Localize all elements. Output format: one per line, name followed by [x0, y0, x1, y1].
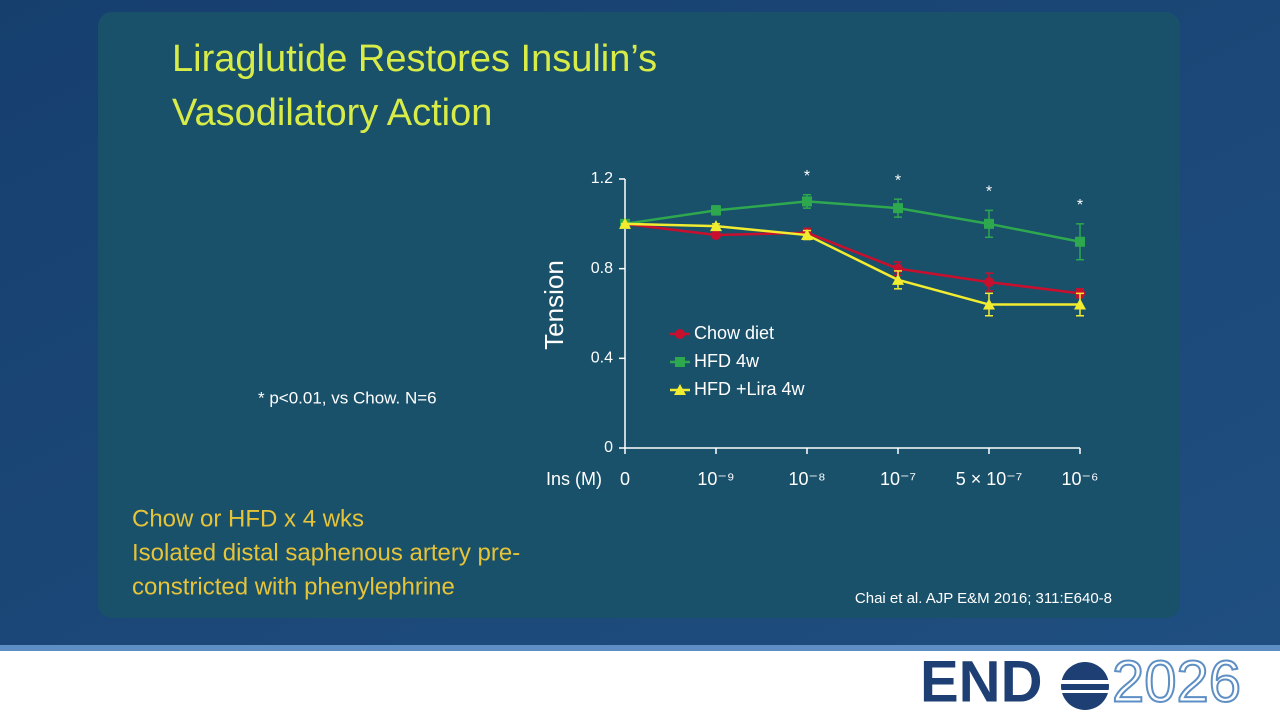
legend-label: HFD +Lira 4w: [694, 379, 806, 399]
marker: [675, 329, 685, 339]
title-line: Liraglutide Restores Insulin’s: [172, 38, 657, 80]
footnote: * p<0.01, vs Chow. N=6: [258, 388, 437, 407]
x-tick-label: 5 × 10⁻⁷: [956, 469, 1023, 489]
marker: [711, 230, 721, 241]
panel: [98, 12, 1180, 618]
x-axis-label: Ins (M): [546, 469, 602, 489]
marker: [802, 196, 812, 207]
marker: [801, 229, 813, 241]
marker: [984, 277, 994, 288]
marker: [892, 273, 904, 285]
legend-label: Chow diet: [694, 323, 774, 343]
x-tick-label: 10⁻⁷: [880, 469, 916, 489]
body-line: Isolated distal saphenous artery pre-: [132, 539, 520, 566]
citation: Chai et al. AJP E&M 2016; 311:E640-8: [855, 590, 1112, 607]
logo-year: 2026: [1112, 649, 1241, 714]
x-tick-label: 10⁻⁸: [788, 469, 825, 489]
x-tick-label: 0: [620, 469, 630, 489]
significance-marker: *: [1077, 197, 1083, 214]
logo-brand: END: [920, 649, 1042, 714]
x-tick-label: 10⁻⁹: [697, 469, 734, 489]
marker: [710, 220, 722, 232]
marker: [984, 218, 994, 229]
footer-rule: [0, 645, 1280, 651]
body-line: Chow or HFD x 4 wks: [132, 505, 364, 532]
significance-marker: *: [804, 168, 810, 185]
significance-marker: *: [986, 184, 992, 201]
marker: [983, 298, 995, 310]
marker: [619, 217, 631, 229]
logo-globe: [1061, 662, 1109, 710]
marker: [711, 205, 721, 216]
significance-marker: *: [895, 172, 901, 189]
y-tick-label: 0.4: [591, 350, 613, 367]
legend-label: HFD 4w: [694, 351, 760, 371]
series-line: [624, 222, 1081, 295]
y-tick-label: 0: [604, 439, 613, 456]
marker: [674, 384, 686, 395]
marker: [1075, 236, 1085, 247]
series-line: [624, 222, 1080, 306]
marker: [1074, 298, 1086, 310]
marker: [893, 203, 903, 214]
x-tick-label: 10⁻⁶: [1062, 469, 1099, 489]
marker: [675, 357, 685, 367]
title-line: Vasodilatory Action: [172, 92, 492, 134]
body-line: constricted with phenylephrine: [132, 573, 455, 600]
y-tick-label: 1.2: [591, 170, 613, 187]
chart: 0 0.4 0.8 1.2 0 10⁻⁹ 10⁻⁸ 10⁻⁷ 5 × 10⁻⁷ 10⁻⁶ Ins (…: [539, 168, 1099, 489]
y-tick-label: 0.8: [591, 260, 613, 277]
series-line: [624, 200, 1081, 243]
y-axis-label: Tension: [539, 260, 569, 350]
